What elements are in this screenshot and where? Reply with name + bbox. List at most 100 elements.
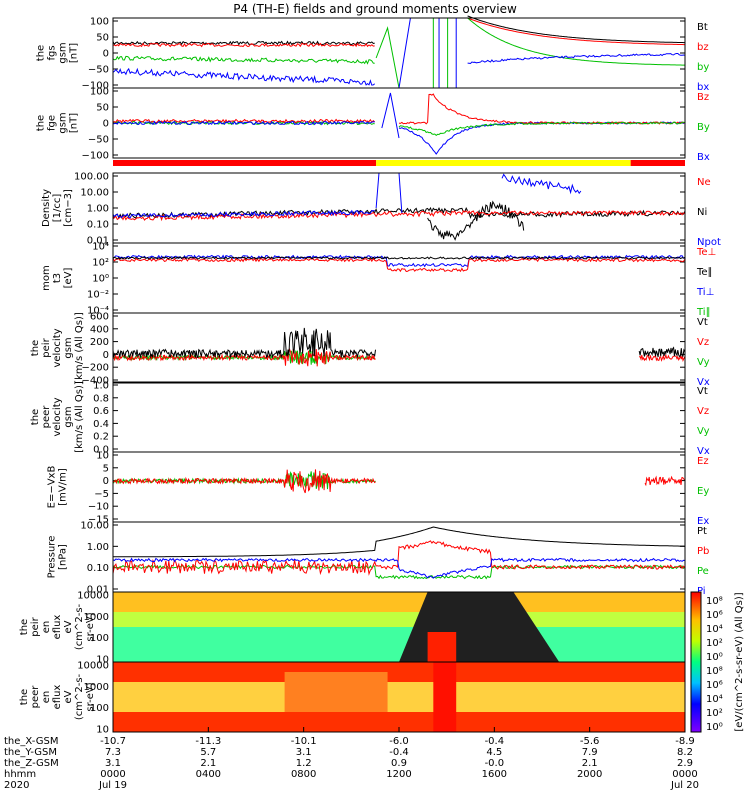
ytick-label: 0.2 bbox=[93, 432, 109, 443]
xaxis-row-label: the_Y-GSM bbox=[4, 747, 57, 758]
series-Bx bbox=[398, 121, 686, 155]
series-bz bbox=[467, 17, 685, 46]
ytick-label: −200 bbox=[82, 363, 109, 374]
colorbar-tick: 10⁶ bbox=[706, 680, 723, 691]
spectrogram-electron-mid bbox=[113, 682, 685, 712]
panel-ve: the peer velocity gsm [km/s (All Qs)] 1.00.8 0… bbox=[30, 381, 710, 458]
panel-fgs: the fgs gsm [nT] 100 50 0 −50 −100 Bt bz by bx bbox=[36, 15, 709, 93]
spectrogram-ion-high bbox=[113, 592, 685, 612]
xaxis-tick-label: -10.7 bbox=[100, 736, 126, 747]
xaxis-tick-label: Jul 20 bbox=[670, 780, 699, 791]
legend-vi-Vt: Vt bbox=[697, 317, 708, 328]
series-Ez bbox=[644, 475, 685, 487]
series-Vz bbox=[638, 353, 686, 363]
legend-ve-Vy: Vy bbox=[697, 426, 710, 437]
ylabel-ve: peer bbox=[41, 405, 52, 429]
ylabel-ve: the bbox=[30, 409, 41, 425]
ytick-label: −50 bbox=[88, 65, 109, 76]
series-Pt bbox=[113, 526, 686, 558]
ytick-label: 100 bbox=[90, 87, 109, 98]
xaxis-row-label: the_X-GSM bbox=[4, 736, 58, 747]
colorbar: 10⁸ 10⁶ 10⁴ 10² 10⁰ 10⁸ 10⁶ 10⁴ 10² 10⁰ [eV/(cm^2-… bbox=[690, 591, 745, 733]
xaxis-row-label: the_Z-GSM bbox=[4, 758, 59, 769]
xaxis-tick-label: 1200 bbox=[386, 769, 411, 780]
xaxis-tick-label: -10.1 bbox=[291, 736, 317, 747]
ylabel-peer_eflux: sr-eV) bbox=[85, 682, 96, 711]
ylabel-peer_eflux: eflux bbox=[52, 685, 63, 710]
ylabel-density: [1/cc] bbox=[52, 194, 63, 223]
series-by bbox=[467, 17, 685, 66]
ytick-label: 10² bbox=[92, 258, 109, 269]
series-bz bbox=[112, 42, 375, 48]
ytick-label: 10.00 bbox=[80, 521, 109, 532]
colorbar-tick: 10⁰ bbox=[706, 722, 723, 733]
ytick-label: −400 bbox=[82, 376, 109, 387]
legend-pressure-Pe: Pe bbox=[697, 566, 709, 577]
ylabel-peir_eflux: (cm^2-s- bbox=[74, 603, 85, 650]
ylabel-peer_eflux: en bbox=[41, 691, 52, 704]
series-Bx bbox=[112, 120, 375, 126]
xaxis-tick-label: 2.1 bbox=[582, 758, 598, 769]
ylabel-fge: [nT] bbox=[69, 113, 80, 133]
xaxis-tick-label: 4.5 bbox=[486, 747, 502, 758]
ytick-label: 1.00 bbox=[87, 204, 109, 215]
xaxis-tick-label: 1.2 bbox=[296, 758, 312, 769]
legend-ve-Vt: Vt bbox=[697, 386, 708, 397]
legend-temp-Ti∥: Ti∥ bbox=[696, 307, 711, 318]
panel-peer_eflux: the peer en eflux eV (cm^2-s-sr-eV) 10000 1000 1… bbox=[19, 661, 686, 736]
panel-frame bbox=[112, 312, 686, 384]
ytick-label: 0.0 bbox=[93, 445, 109, 456]
colorbar-tick: 10⁸ bbox=[706, 596, 723, 607]
ytick-label: 50 bbox=[96, 103, 109, 114]
colorbar-strip bbox=[690, 591, 702, 733]
spectrogram-electron-spike bbox=[433, 662, 457, 732]
xaxis-tick-label: -0.4 bbox=[485, 736, 505, 747]
mode-bar-slow bbox=[630, 160, 685, 166]
xaxis-tick-label: 3.1 bbox=[296, 747, 312, 758]
xaxis-tick-label: 2000 bbox=[577, 769, 602, 780]
panel-fge: the fge gsm [nT] 100 50 0 −50 −100 Bz By Bx bbox=[36, 87, 710, 166]
series-Ne bbox=[112, 209, 468, 222]
ylabel-peir_eflux: peir bbox=[30, 616, 41, 636]
ytick-label: 1000 bbox=[84, 682, 109, 693]
ylabel-temp: [eV] bbox=[63, 268, 74, 289]
ytick-label: 0 bbox=[103, 119, 109, 130]
legend-temp-Ti⊥: Ti⊥ bbox=[696, 287, 714, 298]
series-Bz bbox=[398, 93, 686, 125]
ylabel-pressure: [nPa] bbox=[58, 544, 69, 570]
ylabel-peir_eflux: sr-eV) bbox=[85, 612, 96, 641]
ylabel-ve: [km/s (All Qs)] bbox=[74, 381, 85, 453]
colorbar-tick: 10⁸ bbox=[706, 666, 723, 677]
xaxis-row-label: hhmm bbox=[4, 769, 36, 780]
series-bx bbox=[112, 67, 376, 86]
legend-vi-Vz: Vz bbox=[697, 337, 709, 348]
spectrogram-ion-mid bbox=[113, 612, 685, 627]
ytick-label: 1.0 bbox=[93, 381, 109, 392]
mode-bar-fast bbox=[376, 160, 631, 166]
xaxis-tick-label: 8.2 bbox=[677, 747, 693, 758]
ylabel-peir_eflux: eflux bbox=[52, 615, 63, 640]
ylabel-peer_eflux: peer bbox=[30, 685, 41, 709]
ytick-label: 100 bbox=[90, 703, 109, 714]
ytick-label: 10 bbox=[96, 725, 109, 736]
ylabel-peer_eflux: eV bbox=[63, 690, 74, 703]
ytick-label: 10000 bbox=[77, 591, 109, 602]
legend-fge-By: By bbox=[697, 122, 710, 133]
series-Pi bbox=[112, 557, 686, 579]
ylabel-peer_eflux: the bbox=[19, 689, 30, 705]
panel-pressure: Pressure[nPa]10.001.000.100.01PtPbPePi bbox=[47, 521, 710, 598]
ytick-label: −50 bbox=[88, 135, 109, 146]
series-Pb bbox=[112, 540, 686, 576]
ylabel-ve: gsm bbox=[63, 406, 74, 427]
ylabel-density: [cm−3] bbox=[63, 189, 74, 227]
ytick-label: 400 bbox=[90, 324, 109, 335]
ytick-label: 100 bbox=[90, 17, 109, 28]
xaxis-tick-label: -11.3 bbox=[195, 736, 221, 747]
ylabel-density: Density bbox=[41, 189, 52, 227]
colorbar-tick: 10⁴ bbox=[706, 694, 723, 705]
legend-pressure-Pb: Pb bbox=[697, 546, 709, 557]
series-Ez bbox=[112, 469, 376, 494]
legend-vi-Vx: Vx bbox=[697, 377, 710, 388]
xaxis-tick-label: -6.0 bbox=[389, 736, 409, 747]
